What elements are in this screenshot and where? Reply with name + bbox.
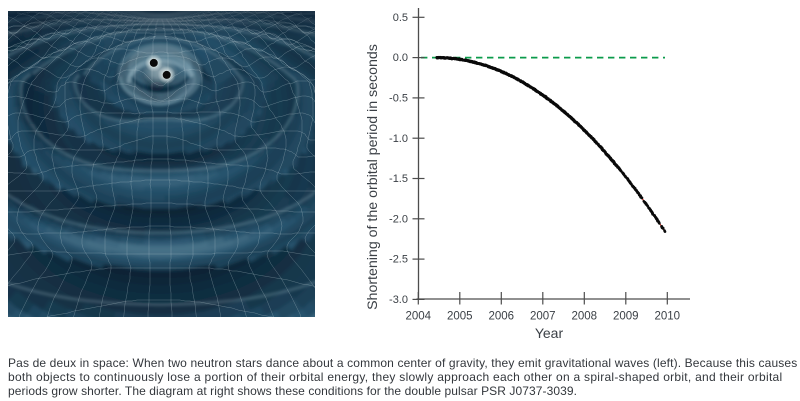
svg-text:-2.5: -2.5 — [389, 254, 408, 266]
svg-text:2008: 2008 — [572, 311, 598, 323]
svg-text:2004: 2004 — [406, 311, 432, 323]
svg-text:-2.0: -2.0 — [389, 213, 408, 225]
svg-text:-1.0: -1.0 — [389, 133, 408, 145]
svg-text:2010: 2010 — [655, 311, 681, 323]
svg-text:2005: 2005 — [447, 311, 473, 323]
svg-text:0.5: 0.5 — [393, 12, 408, 24]
svg-text:Year: Year — [535, 325, 564, 341]
svg-text:2006: 2006 — [489, 311, 515, 323]
svg-text:-1.5: -1.5 — [389, 173, 408, 185]
svg-text:0.0: 0.0 — [393, 52, 408, 64]
svg-text:2009: 2009 — [613, 311, 639, 323]
svg-text:-3.0: -3.0 — [389, 294, 408, 306]
svg-text:Shortening of the orbital peri: Shortening of the orbital period in seco… — [365, 44, 381, 310]
svg-text:-0.5: -0.5 — [389, 93, 408, 105]
svg-text:2007: 2007 — [530, 311, 556, 323]
